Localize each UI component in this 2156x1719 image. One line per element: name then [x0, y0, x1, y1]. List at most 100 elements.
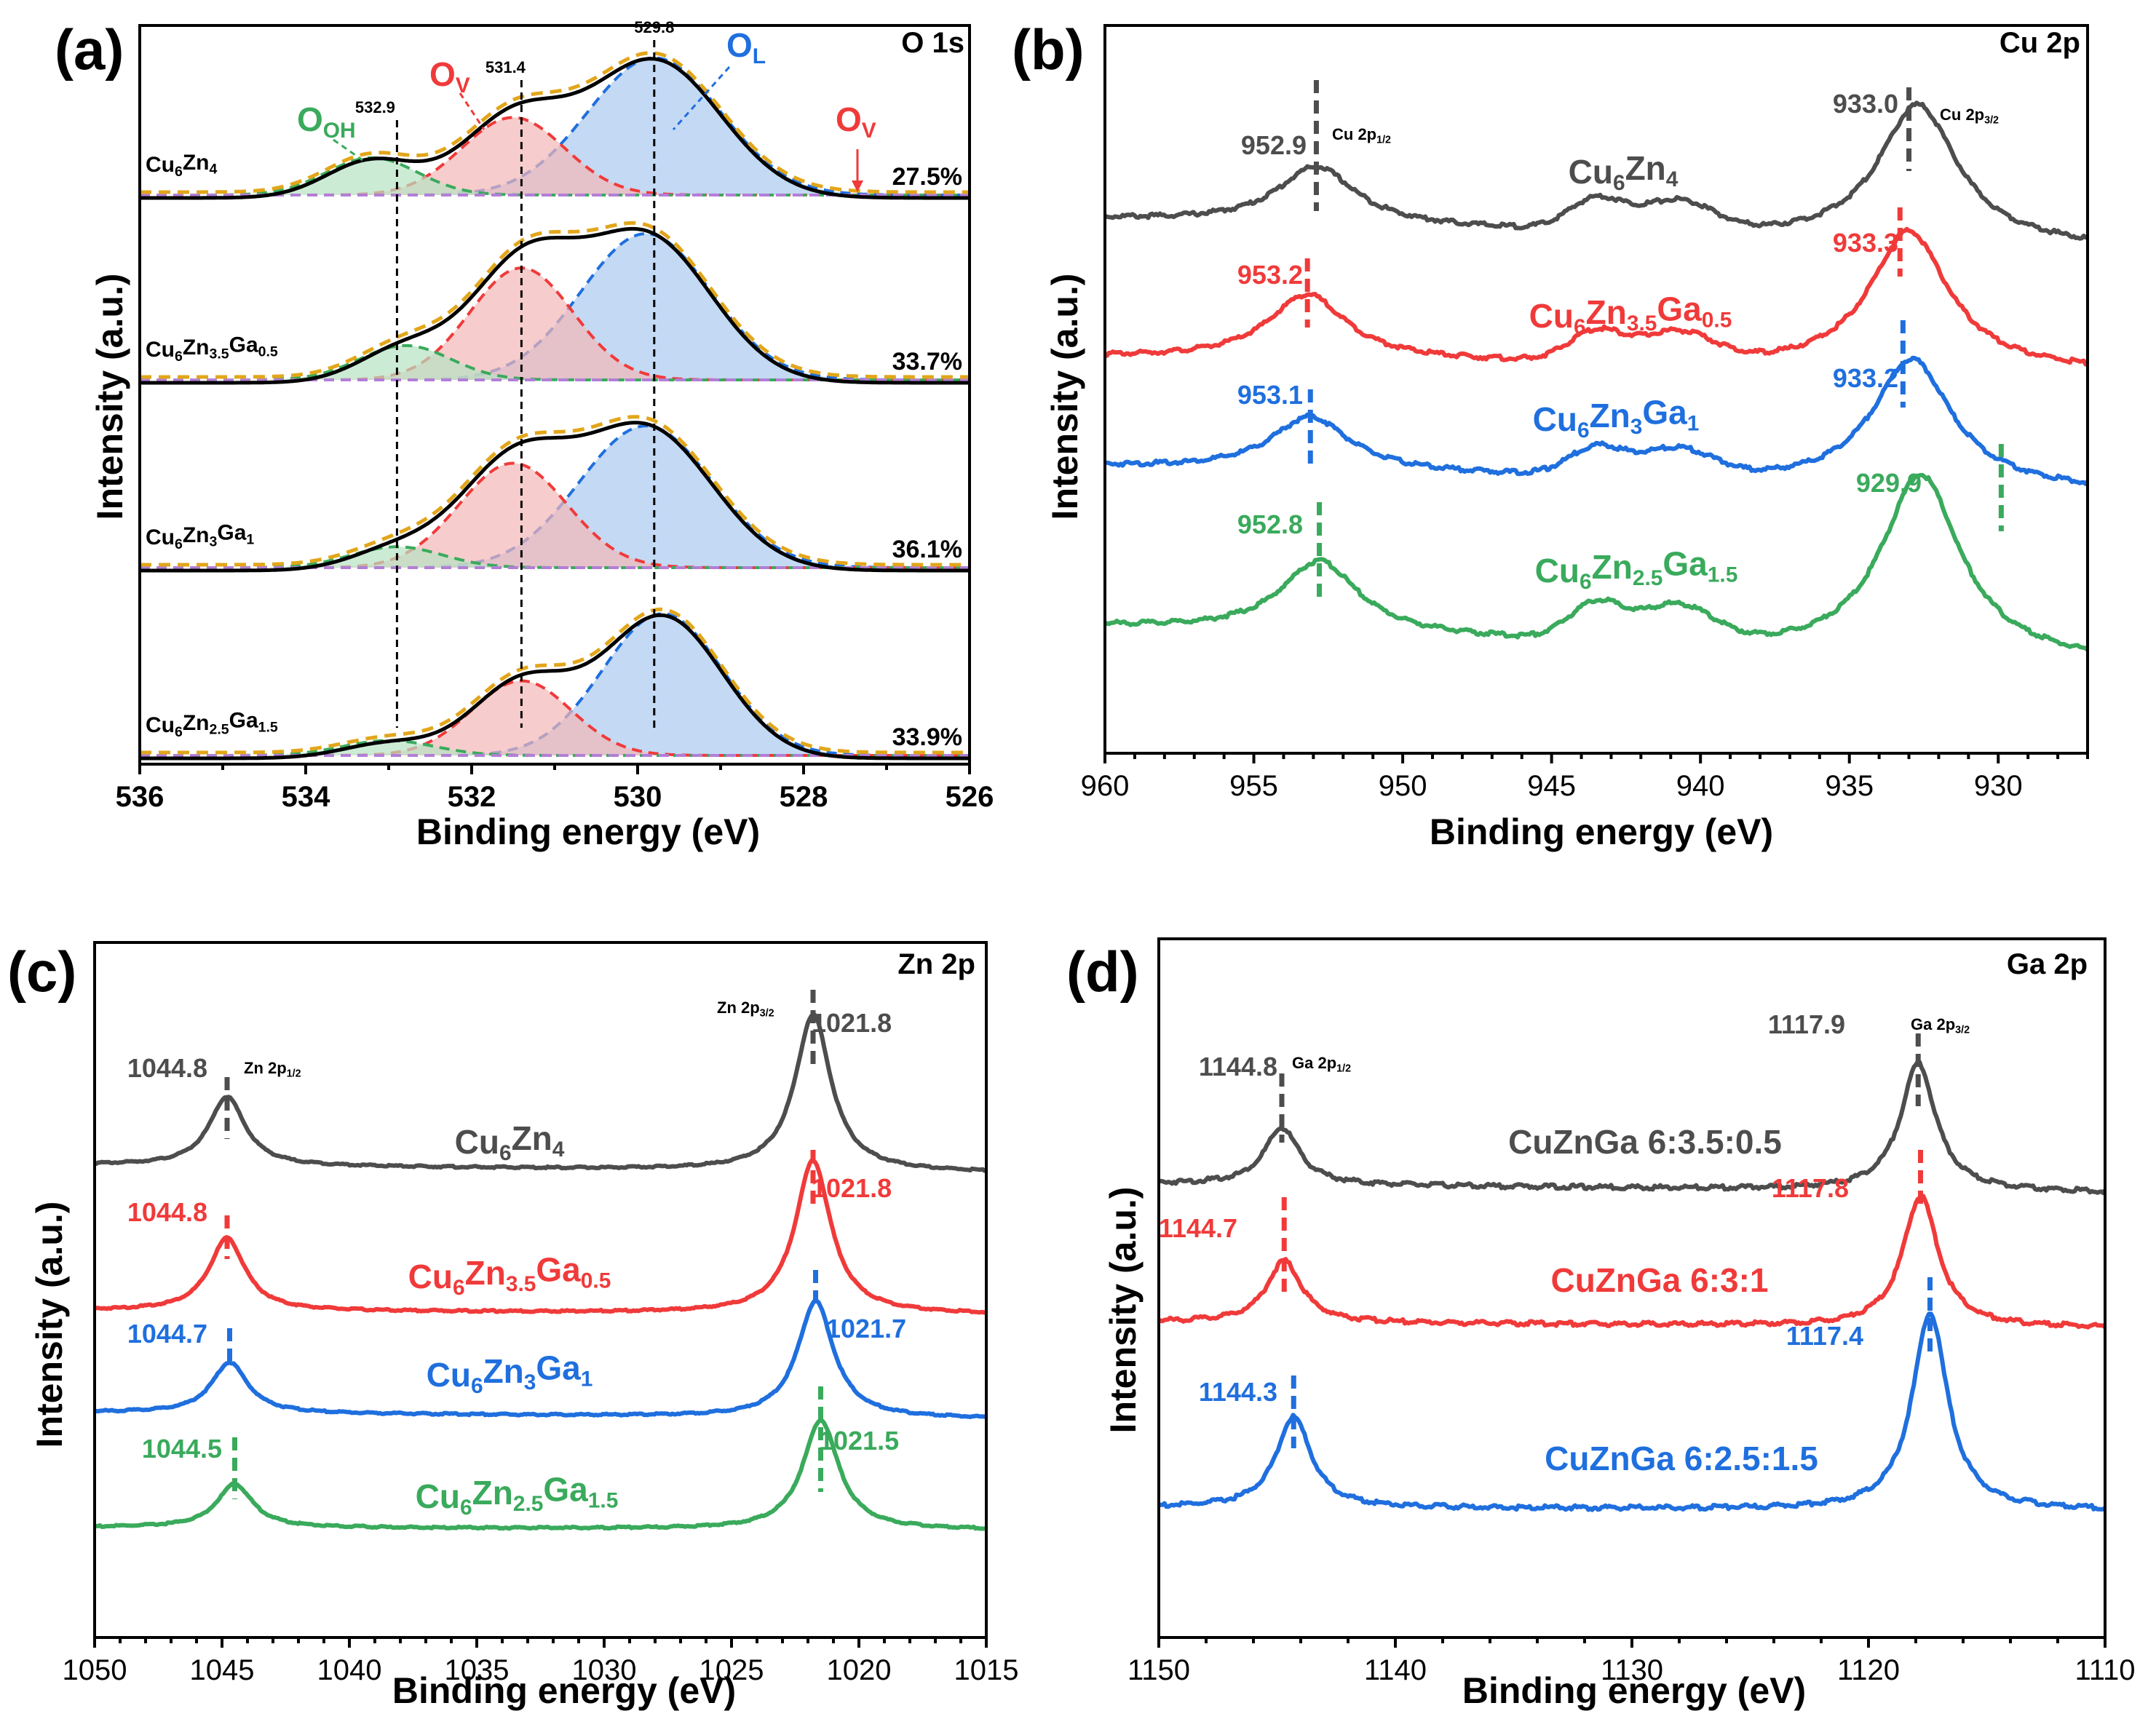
panel-d-ga2p: (d) Ga 2p Intensity (a.u.) Binding energ…	[1066, 937, 2136, 1711]
fit-envelope	[140, 415, 970, 567]
panel-a-x-ticks: 536 534 532 530 528 526	[116, 764, 994, 813]
component-fill-ov	[140, 268, 970, 380]
leader-o-l	[672, 65, 731, 131]
subscript-part: 3	[524, 1370, 536, 1394]
subscript-part: 3/2	[1984, 114, 1999, 126]
text-part: O	[429, 55, 456, 93]
subscript-part: 6	[175, 164, 183, 180]
text-part: Cu	[146, 525, 175, 549]
spectrum-green	[1103, 472, 2090, 652]
b-ticks-tick-label: 945	[1527, 770, 1576, 802]
text-part: Ga	[543, 1470, 588, 1508]
text-part: Zn	[1625, 149, 1666, 187]
panel-a-ylabel: Intensity (a.u.)	[90, 274, 130, 520]
c-ticks-tick-label: 1015	[954, 1654, 1019, 1686]
peak-value-p32: 1117.8	[1772, 1173, 1849, 1203]
peak-line-label: 531.4	[486, 58, 526, 76]
sample-label: Cu6Zn3Ga1	[146, 521, 254, 552]
panel-c-label: (c)	[7, 940, 76, 1004]
peak-value-p12: 952.8	[1237, 509, 1303, 539]
sample-label: CuZnGa 6:2.5:1.5	[1545, 1440, 1818, 1477]
text-part: Cu	[1569, 153, 1613, 191]
text-part: Zn	[472, 1474, 513, 1512]
orbital-label-p32: Zn 2p3/2	[717, 999, 774, 1019]
peak-value-p12: 1144.8	[1199, 1052, 1277, 1081]
experimental-curve	[140, 613, 970, 761]
text-part: O	[836, 100, 862, 138]
label-o-l: OL	[726, 26, 766, 68]
peak-value-p12: 1144.7	[1159, 1213, 1237, 1243]
sample-label: Cu6Zn4	[146, 151, 218, 180]
experimental-curve	[140, 226, 970, 385]
subscript-part: 6	[1580, 570, 1592, 594]
subscript-part: 6	[175, 724, 183, 740]
text-part: Cu	[146, 153, 175, 177]
sample-label: Cu6Zn3Ga1	[1533, 393, 1700, 442]
component-fill-ooh	[140, 547, 970, 568]
subscript-part: 6	[175, 349, 183, 365]
orbital-label-p12: Zn 2p1/2	[244, 1059, 301, 1079]
text-part: Zn	[183, 336, 210, 360]
a-tick-label: 530	[614, 781, 662, 813]
subscript-part: 1.5	[258, 720, 278, 736]
d-ticks-tick-label: 1150	[1127, 1654, 1190, 1686]
peak-value-p12: 1044.5	[142, 1434, 222, 1464]
subscript-part: 6	[1577, 418, 1590, 442]
component-fill-ooh	[140, 345, 970, 380]
component-fill-ov	[140, 463, 970, 568]
subscript-part: 0.5	[258, 344, 278, 360]
subscript-part: 6	[453, 1276, 465, 1300]
sample-label: Cu6Zn2.5Ga1.5	[416, 1470, 619, 1520]
panel-a-label: (a)	[55, 17, 124, 82]
peak-value-p32: 933.2	[1833, 363, 1898, 393]
a-tick-label: 528	[780, 781, 828, 813]
ov-percent: 27.5%	[892, 163, 962, 191]
subscript-part: V	[456, 74, 470, 98]
spectrum-gray	[1158, 1060, 2107, 1196]
peak-value-p32: 1021.5	[819, 1426, 899, 1456]
spectrum-red	[1157, 1194, 2107, 1330]
text-part: Ga	[217, 521, 246, 545]
panel-b-title: Cu 2p	[2000, 27, 2080, 59]
b-ticks-tick-label: 930	[1974, 770, 2023, 802]
a-tick-label: 534	[282, 781, 330, 813]
spectrum-gray	[94, 1012, 987, 1173]
panel-a-plot-area: Cu6Zn4 27.5%Cu6Zn3.5Ga0.5 33.7%Cu6Zn3Ga1 36…	[140, 18, 970, 761]
d-ticks-tick-label: 1130	[1601, 1654, 1663, 1686]
spectrum-red	[94, 1158, 988, 1315]
peak-value-p12: 952.9	[1241, 130, 1307, 160]
panel-b-label: (b)	[1012, 17, 1085, 82]
panel-d-ylabel: Intensity (a.u.)	[1103, 1187, 1144, 1434]
text-part: Cu 2p	[1940, 106, 1984, 124]
subscript-part: 6	[499, 1141, 512, 1165]
a-tick-label: 532	[448, 781, 496, 813]
peak-line-label: 529.8	[634, 18, 674, 36]
b-ticks-tick-label: 955	[1229, 770, 1278, 802]
subscript-part: 3/2	[1955, 1024, 1970, 1036]
spectrum-blue	[94, 1298, 988, 1420]
subscript-part: 3	[210, 534, 218, 550]
text-part: O	[297, 100, 323, 138]
panel-b-frame	[1103, 24, 2089, 755]
panel-b-plot-area: 952.9933.0Cu6Zn4953.2933.3Cu6Zn3.5Ga0.59…	[1103, 80, 2090, 652]
text-part: Ga 2p	[1292, 1054, 1336, 1072]
subscript-part: V	[862, 119, 876, 143]
subscript-part: 1.5	[1708, 563, 1738, 587]
peak-value-p32: 1021.7	[826, 1314, 906, 1343]
text-part: Cu	[416, 1477, 460, 1515]
subscript-part: 0.5	[1702, 308, 1732, 332]
ov-percent: 36.1%	[892, 536, 962, 563]
c-ticks-tick-label: 1025	[699, 1654, 764, 1686]
text-part: Cu	[455, 1123, 499, 1161]
orbital-label-p32: Ga 2p3/2	[1911, 1015, 1970, 1036]
panel-d-plot-area: 1144.8 1117.9 CuZnGa 6:3.5:0.5 1144.7 1117.8…	[1157, 1009, 2107, 1512]
peak-value-p32: 1117.4	[1786, 1321, 1863, 1351]
peak-value-p32: 933.3	[1833, 228, 1898, 258]
text-part: Ga	[1662, 544, 1708, 582]
leader-o-v	[459, 92, 486, 130]
subscript-part: 4	[552, 1138, 565, 1162]
peak-value-p32: 1021.8	[812, 1173, 892, 1203]
subscript-part: 3.5	[506, 1272, 536, 1296]
panel-a-title: O 1s	[901, 27, 964, 59]
